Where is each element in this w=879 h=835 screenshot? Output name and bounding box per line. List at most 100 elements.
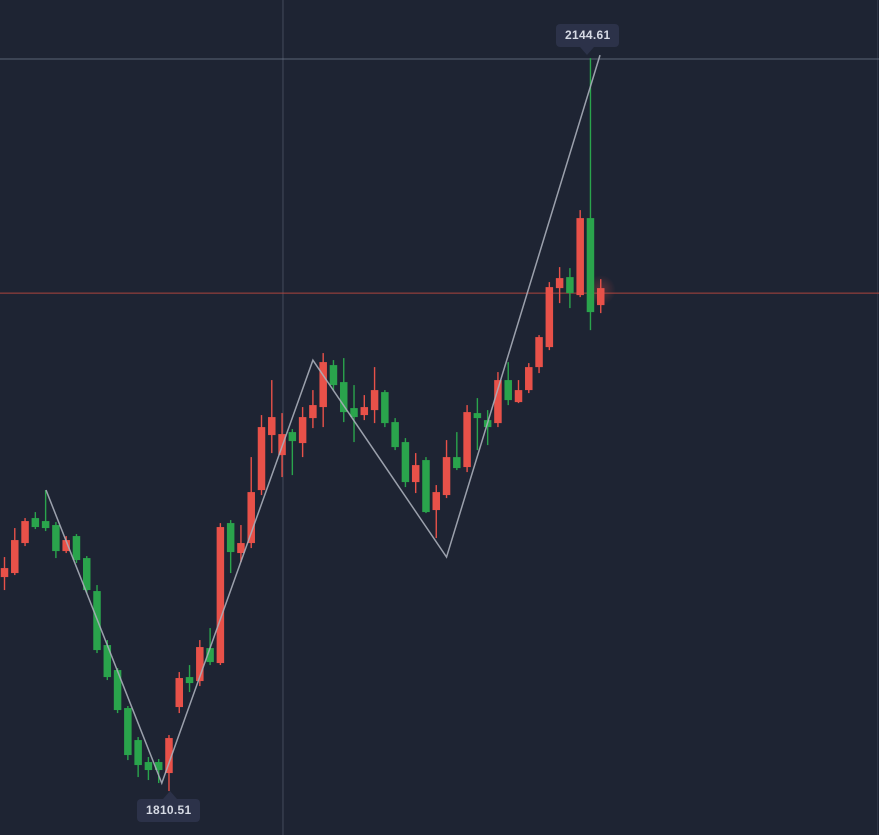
candle-body <box>144 762 153 771</box>
candle-body <box>596 288 605 306</box>
candle <box>154 759 163 784</box>
candle <box>82 556 91 594</box>
candle-body <box>494 380 502 424</box>
candle-body <box>0 568 9 578</box>
candle-body <box>339 382 348 413</box>
candle <box>535 335 543 374</box>
candle-body <box>216 527 225 664</box>
candle-body <box>288 432 297 442</box>
candle <box>21 518 29 547</box>
candle-body <box>360 407 369 416</box>
candle <box>370 367 379 424</box>
low-price-label[interactable]: 1810.51 <box>137 791 201 822</box>
candle <box>504 362 512 406</box>
candle <box>473 398 482 451</box>
candle-body <box>525 367 533 391</box>
candle-body <box>268 417 276 436</box>
high-price-label[interactable]: 2144.61 <box>556 24 620 55</box>
candle-body <box>196 647 204 682</box>
candle <box>514 380 523 404</box>
candle-body <box>257 427 266 491</box>
candle <box>432 485 441 539</box>
candle-body <box>514 390 523 403</box>
candle-body <box>432 492 441 511</box>
candle <box>381 390 389 428</box>
candle <box>216 523 225 666</box>
candle-body <box>62 540 70 552</box>
candle <box>257 415 266 496</box>
candle <box>144 757 153 781</box>
candle <box>350 385 358 443</box>
candle-body <box>113 670 122 711</box>
candle-body <box>11 540 19 574</box>
candle-body <box>411 465 420 483</box>
candle <box>113 668 122 714</box>
high-price-value: 2144.61 <box>565 28 611 42</box>
candle-body <box>319 362 327 408</box>
candle-body <box>535 337 543 368</box>
candle-body <box>154 762 163 771</box>
candle <box>52 522 60 559</box>
candle <box>555 267 564 304</box>
zigzag-trendline[interactable] <box>45 54 601 786</box>
candle <box>31 512 40 530</box>
candle-body <box>309 405 317 419</box>
low-price-value: 1810.51 <box>146 803 192 817</box>
candle <box>185 665 194 693</box>
candle <box>226 520 235 574</box>
candle-body <box>237 543 245 554</box>
candle <box>494 372 502 428</box>
candle-body <box>52 525 60 552</box>
candle-body <box>103 645 112 678</box>
candle <box>360 395 369 421</box>
candle-body <box>370 390 379 411</box>
candle <box>309 390 317 429</box>
candle <box>566 268 574 309</box>
candle <box>11 528 19 576</box>
candle-body <box>473 413 482 419</box>
candle <box>288 429 297 476</box>
pointer-down-icon <box>580 47 594 55</box>
candle-body <box>226 523 235 553</box>
candle-body <box>576 218 584 296</box>
candle-body <box>463 412 471 468</box>
candle <box>298 407 307 458</box>
candle <box>401 438 410 488</box>
candle-body <box>401 442 410 483</box>
candle-body <box>124 708 132 756</box>
candle-body <box>165 738 173 774</box>
candle-body <box>329 365 338 386</box>
candle <box>329 360 338 391</box>
candle <box>545 282 554 351</box>
candle <box>596 279 605 314</box>
candle <box>442 440 451 499</box>
candle-body <box>21 521 29 544</box>
candle-body <box>391 422 399 448</box>
candle-body <box>442 457 451 496</box>
candle <box>463 405 471 473</box>
candle-body <box>504 380 512 401</box>
candle <box>586 58 595 331</box>
candle <box>319 353 327 428</box>
candle-body <box>82 558 91 591</box>
candle <box>0 557 9 591</box>
candle <box>576 210 584 298</box>
candle <box>175 672 184 714</box>
candle <box>453 432 461 471</box>
candle-body <box>41 521 50 529</box>
candle-body <box>72 536 81 561</box>
candle <box>525 363 533 394</box>
candle-body <box>586 218 595 313</box>
candle <box>134 737 142 778</box>
candle <box>72 534 81 564</box>
candle <box>391 418 399 451</box>
candle-body <box>175 678 184 708</box>
candle <box>339 358 348 423</box>
candle-body <box>381 392 389 424</box>
candle-body <box>247 492 255 544</box>
candle <box>268 380 276 454</box>
candle-body <box>185 677 194 684</box>
